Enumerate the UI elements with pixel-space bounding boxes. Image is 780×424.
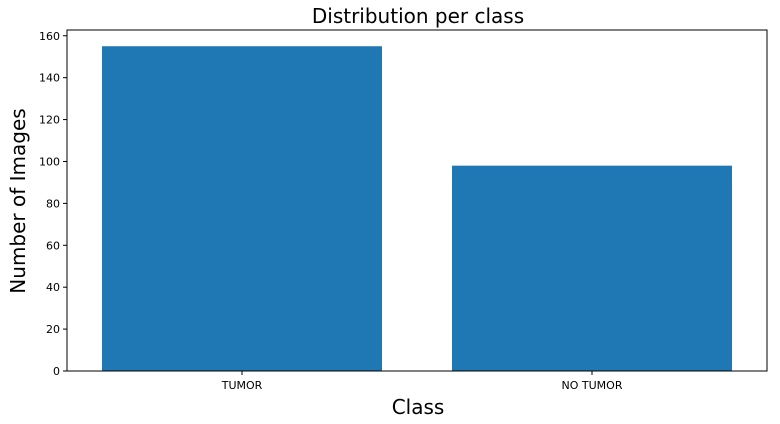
bar-tumor	[102, 46, 382, 371]
x-tick-label: NO TUMOR	[562, 379, 623, 392]
y-tick-label: 60	[46, 239, 60, 252]
y-axis-ticks: 0 20 40 60 80 100 120 140 160	[39, 30, 67, 378]
bar-no-tumor	[452, 165, 732, 371]
chart-title: Distribution per class	[312, 4, 524, 28]
plot-frame	[66, 29, 768, 372]
plot-area: 0 20 40 60 80 100 120 140 160 TUMOR NO TUMOR	[39, 29, 768, 392]
y-tick-label: 40	[46, 281, 60, 294]
y-axis-label: Number of Images	[6, 108, 30, 293]
y-tick-label: 80	[46, 197, 60, 210]
x-axis-ticks: TUMOR NO TUMOR	[221, 371, 623, 392]
y-tick-label: 100	[39, 155, 60, 168]
y-tick-label: 20	[46, 323, 60, 336]
x-tick-label: TUMOR	[221, 379, 263, 392]
x-axis-label: Class	[392, 395, 445, 419]
y-tick-label: 140	[39, 72, 60, 85]
y-tick-label: 0	[53, 365, 60, 378]
y-tick-label: 120	[39, 114, 60, 127]
bars-group	[102, 46, 732, 371]
y-tick-label: 160	[39, 30, 60, 43]
